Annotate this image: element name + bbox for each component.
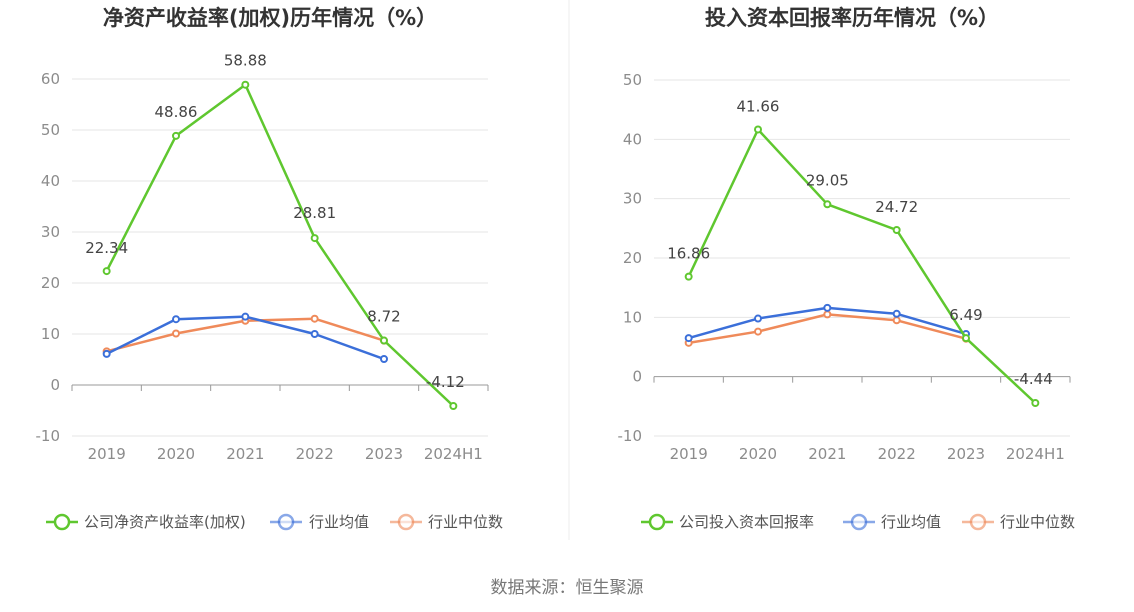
legend-label: 行业均值 bbox=[881, 513, 941, 531]
data-label: 22.34 bbox=[85, 239, 128, 257]
data-label: 29.05 bbox=[806, 171, 849, 189]
data-point-avg bbox=[241, 312, 250, 321]
data-label: 24.72 bbox=[875, 198, 918, 216]
chart-title: 投入资本回报率历年情况（%） bbox=[705, 6, 999, 30]
legend-marker bbox=[397, 513, 415, 531]
data-point-avg bbox=[380, 354, 388, 363]
legend: 公司净资产收益率(加权) 行业均值 行业中位数 bbox=[46, 513, 503, 531]
legend-label: 行业均值 bbox=[309, 513, 369, 531]
series-line-company bbox=[687, 128, 1037, 404]
y-tick-label: 10 bbox=[623, 308, 642, 326]
legend-item-median: 行业中位数 bbox=[390, 513, 503, 531]
data-label: -4.12 bbox=[426, 373, 465, 391]
data-label: 58.88 bbox=[224, 52, 267, 70]
data-point-avg bbox=[684, 334, 693, 343]
data-point-company bbox=[962, 334, 970, 343]
legend-marker bbox=[850, 513, 868, 531]
x-tick-label: 2021 bbox=[808, 445, 846, 463]
x-tick-label: 2022 bbox=[878, 445, 916, 463]
y-tick-label: 0 bbox=[632, 368, 642, 386]
data-label: -4.44 bbox=[1014, 370, 1053, 388]
legend-marker bbox=[53, 513, 71, 531]
x-tick-label: 2024H1 bbox=[1006, 445, 1065, 463]
x-tick-label: 2020 bbox=[739, 445, 777, 463]
data-point-company bbox=[380, 336, 388, 345]
data-point-company bbox=[449, 402, 458, 411]
data-point-avg bbox=[823, 303, 832, 312]
legend-item-avg: 行业均值 bbox=[270, 513, 369, 531]
data-point-avg bbox=[892, 309, 901, 318]
y-tick-label: 20 bbox=[41, 274, 60, 292]
legend-marker bbox=[648, 513, 666, 531]
y-tick-label: -10 bbox=[36, 427, 61, 445]
series-line-median bbox=[688, 313, 967, 345]
data-point-company bbox=[172, 131, 180, 140]
data-label: 6.49 bbox=[949, 306, 982, 324]
x-tick-label: 2022 bbox=[296, 445, 334, 463]
y-tick-label: 40 bbox=[41, 172, 60, 190]
legend-label: 公司净资产收益率(加权) bbox=[84, 513, 246, 531]
y-tick-label: 30 bbox=[41, 223, 60, 241]
y-tick-label: 40 bbox=[623, 130, 642, 148]
legend-marker bbox=[969, 513, 987, 531]
legend-marker bbox=[277, 513, 295, 531]
legend-label: 公司投入资本回报率 bbox=[679, 513, 814, 531]
x-tick-label: 2021 bbox=[226, 445, 264, 463]
y-tick-label: 60 bbox=[41, 70, 60, 88]
y-tick-label: 10 bbox=[41, 325, 60, 343]
legend-label: 行业中位数 bbox=[428, 513, 503, 531]
data-point-median bbox=[172, 329, 180, 338]
y-tick-label: 30 bbox=[623, 190, 642, 208]
chart-2: 投入资本回报率历年情况（%） 50 40 30 20 10 0 -10 2019 2020 2021… bbox=[618, 6, 1076, 531]
data-point-median bbox=[823, 310, 832, 319]
data-label: 48.86 bbox=[155, 103, 198, 121]
x-tick-label: 2024H1 bbox=[424, 445, 483, 463]
data-point-avg bbox=[102, 349, 111, 358]
data-label: 28.81 bbox=[293, 204, 336, 222]
y-tick-label: 50 bbox=[41, 121, 60, 139]
legend-item-company: 公司净资产收益率(加权) bbox=[46, 513, 246, 531]
data-label: 41.66 bbox=[737, 97, 780, 115]
legend-item-company: 公司投入资本回报率 bbox=[641, 513, 814, 531]
data-point-avg bbox=[754, 314, 762, 323]
data-label: 8.72 bbox=[367, 308, 400, 326]
data-point-median bbox=[892, 316, 901, 325]
data-point-company bbox=[684, 272, 693, 281]
source-note: 数据来源：恒生聚源 bbox=[491, 578, 644, 598]
data-point-company bbox=[892, 225, 901, 234]
series-line-company bbox=[105, 83, 455, 407]
data-point-avg bbox=[172, 315, 180, 324]
data-point-company bbox=[310, 234, 319, 243]
legend-item-avg: 行业均值 bbox=[843, 513, 941, 531]
data-point-median bbox=[754, 327, 762, 336]
data-point-company bbox=[754, 125, 762, 134]
data-point-company bbox=[1031, 399, 1040, 408]
x-tick-label: 2019 bbox=[670, 445, 708, 463]
x-tick-label: 2020 bbox=[157, 445, 195, 463]
data-point-company bbox=[241, 80, 250, 89]
x-tick-label: 2019 bbox=[88, 445, 126, 463]
data-point-company bbox=[102, 267, 111, 276]
y-tick-label: 0 bbox=[50, 376, 60, 394]
data-point-median bbox=[310, 314, 319, 323]
data-point-avg bbox=[310, 330, 319, 338]
legend: 公司投入资本回报率 行业均值 行业中位数 bbox=[641, 513, 1075, 531]
y-tick-label: 20 bbox=[623, 249, 642, 267]
y-tick-label: -10 bbox=[618, 427, 643, 445]
x-tick-label: 2023 bbox=[947, 445, 985, 463]
y-tick-label: 50 bbox=[623, 71, 642, 89]
legend-label: 行业中位数 bbox=[1000, 513, 1075, 531]
legend-item-median: 行业中位数 bbox=[962, 513, 1075, 531]
data-point-company bbox=[823, 200, 832, 209]
x-tick-label: 2023 bbox=[365, 445, 403, 463]
chart-1: 净资产收益率(加权)历年情况（%） 60 50 40 30 20 10 0 -10 2019 202… bbox=[36, 6, 504, 531]
data-label: 16.86 bbox=[667, 245, 710, 263]
chart-title: 净资产收益率(加权)历年情况（%） bbox=[103, 6, 437, 30]
